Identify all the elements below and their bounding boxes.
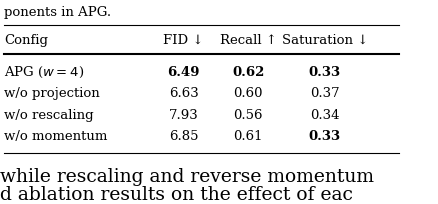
- Text: while rescaling and reverse momentum: while rescaling and reverse momentum: [0, 168, 374, 186]
- Text: APG ($w = 4$): APG ($w = 4$): [4, 65, 84, 80]
- Text: 0.60: 0.60: [233, 87, 263, 100]
- Text: 0.33: 0.33: [309, 130, 341, 143]
- Text: 6.85: 6.85: [169, 130, 198, 143]
- Text: 6.63: 6.63: [169, 87, 198, 100]
- Text: 0.61: 0.61: [233, 130, 263, 143]
- Text: 0.62: 0.62: [232, 66, 264, 79]
- Text: w/o rescaling: w/o rescaling: [4, 109, 94, 122]
- Text: 6.49: 6.49: [167, 66, 200, 79]
- Text: 0.37: 0.37: [310, 87, 339, 100]
- Text: w/o projection: w/o projection: [4, 87, 100, 100]
- Text: 0.34: 0.34: [310, 109, 339, 122]
- Text: Saturation ↓: Saturation ↓: [282, 34, 368, 47]
- Text: Config: Config: [4, 34, 48, 47]
- Text: FID ↓: FID ↓: [163, 34, 204, 47]
- Text: w/o momentum: w/o momentum: [4, 130, 107, 143]
- Text: 0.56: 0.56: [233, 109, 263, 122]
- Text: Recall ↑: Recall ↑: [219, 34, 277, 47]
- Text: 0.33: 0.33: [309, 66, 341, 79]
- Text: d ablation results on the effect of eac: d ablation results on the effect of eac: [0, 186, 353, 204]
- Text: ponents in APG.: ponents in APG.: [4, 6, 111, 19]
- Text: 7.93: 7.93: [169, 109, 198, 122]
